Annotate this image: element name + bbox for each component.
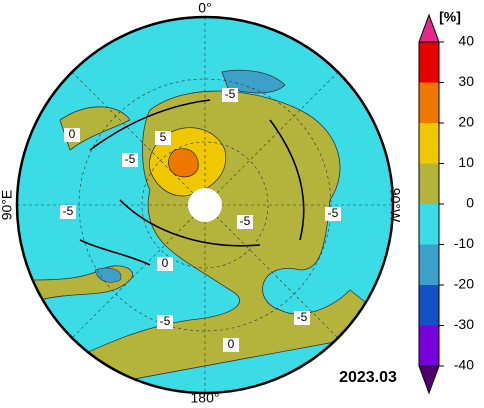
contour-label: -5 xyxy=(225,87,236,101)
colorbar-band xyxy=(419,82,439,123)
colorbar-tick-label: 20 xyxy=(458,114,474,130)
contour-label-bg xyxy=(223,338,239,352)
contour-label-bg xyxy=(60,205,76,219)
top-label: 0° xyxy=(198,0,211,16)
negative-region xyxy=(94,267,122,283)
contour-label-bg xyxy=(157,315,173,329)
contour-label: -5 xyxy=(160,314,171,328)
colorbar-under xyxy=(418,365,440,395)
pole-gap xyxy=(188,188,222,222)
left-label: 90°E xyxy=(0,190,15,221)
colorbar-band xyxy=(419,244,439,285)
contour-label: 0 xyxy=(228,337,235,351)
contour-label-bg xyxy=(222,88,238,102)
map-border xyxy=(15,15,395,395)
colorbar-tick-label: 30 xyxy=(458,73,474,89)
contour-label: -5 xyxy=(297,310,308,324)
colorbar-over xyxy=(418,13,440,43)
bottom-label: 180° xyxy=(191,390,220,406)
orange-region xyxy=(168,148,199,178)
contour-labels: -5 5 -5 0 -5 -5 -5 0 -5 -5 0 xyxy=(60,87,341,352)
colorbar: -40 -30 -20 -10 0 10 20 30 40 xyxy=(418,13,474,395)
colorbar-band xyxy=(419,204,439,245)
colorbar-unit: [%] xyxy=(439,9,461,25)
contour-label-bg xyxy=(157,257,173,271)
contour-label-bg xyxy=(237,215,253,229)
contour-label: 5 xyxy=(160,130,167,144)
colorbar-tick-label: -20 xyxy=(454,276,474,292)
contour-label: -5 xyxy=(125,152,136,166)
right-label: 90°W xyxy=(387,188,403,223)
colorbar-tick-label: 40 xyxy=(458,33,474,49)
colorbar-band xyxy=(419,123,439,164)
contour-label: -5 xyxy=(240,214,251,228)
colorbar-tick-label: -10 xyxy=(454,235,474,251)
contour-label-bg xyxy=(122,153,138,167)
contour-label-bg xyxy=(155,131,171,145)
contour-label: 0 xyxy=(69,127,76,141)
contour-label: -5 xyxy=(328,206,339,220)
colorbar-band xyxy=(419,42,439,83)
colorbar-band xyxy=(419,163,439,204)
colorbar-tick-label: 0 xyxy=(466,195,474,211)
colorbar-band xyxy=(419,285,439,326)
contour-label-bg xyxy=(325,207,341,221)
colorbar-tick-label: -30 xyxy=(454,316,474,332)
colorbar-tick-label: -40 xyxy=(454,357,474,373)
contour-label: -5 xyxy=(63,204,74,218)
contour-label-bg xyxy=(294,311,310,325)
colorbar-tick-label: 10 xyxy=(458,154,474,170)
contour-label: 0 xyxy=(162,256,169,270)
negative-region xyxy=(221,69,286,94)
date-label: 2023.03 xyxy=(339,369,397,386)
contour-label-bg xyxy=(64,128,80,142)
colorbar-band xyxy=(419,325,439,366)
coastline xyxy=(79,99,305,266)
